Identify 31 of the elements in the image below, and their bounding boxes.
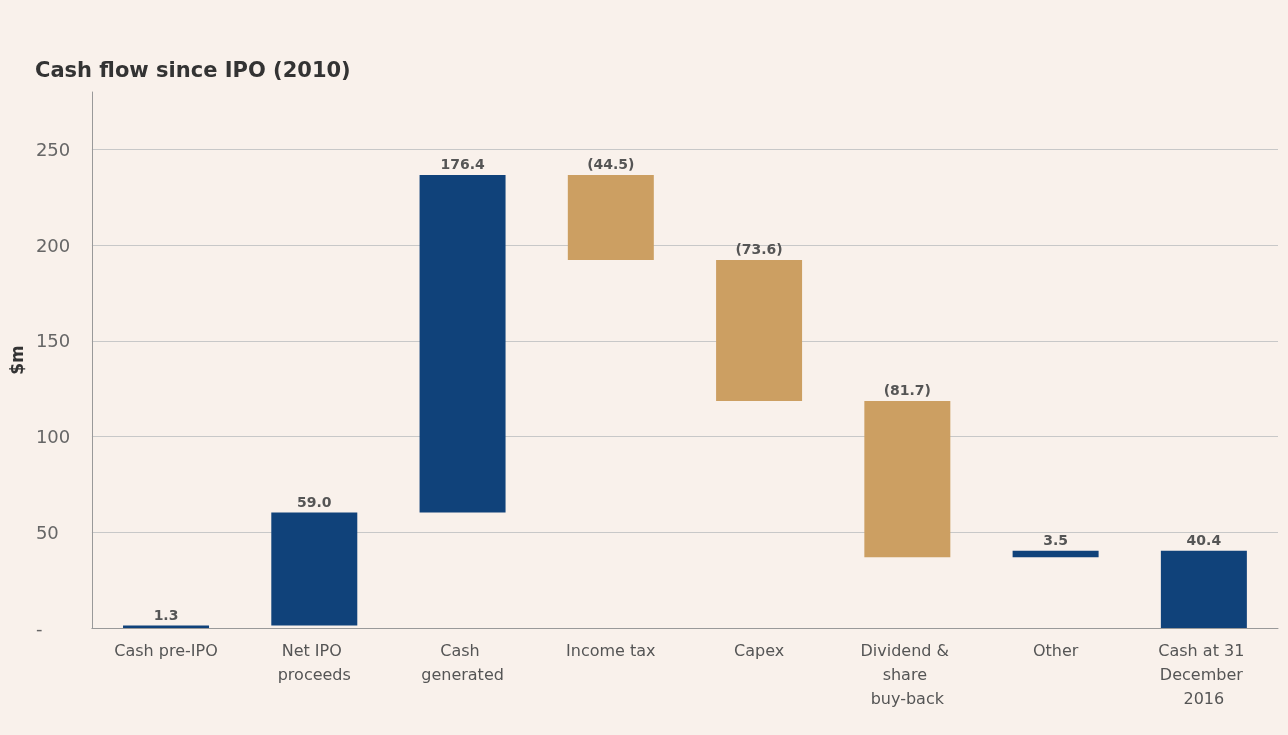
data-label: 3.5 (1043, 531, 1069, 548)
data-label: 59.0 (297, 493, 332, 510)
x-tick-label: Net IPO proceeds (277, 640, 351, 684)
bar (1012, 550, 1099, 558)
data-label: 1.3 (153, 606, 179, 623)
y-axis-title: $m (6, 345, 27, 375)
bar (864, 400, 951, 558)
y-tick-label: 50 (35, 521, 59, 543)
bar (419, 174, 506, 513)
bar (271, 512, 358, 626)
x-tick-label: Other (1032, 640, 1079, 660)
bar (1160, 550, 1247, 628)
data-label: 40.4 (1186, 531, 1222, 548)
y-tick-label: 100 (35, 426, 71, 448)
bar (716, 260, 803, 401)
x-tick-label: Capex (734, 640, 785, 660)
x-tick-label: Dividend & share buy-back (860, 640, 955, 708)
data-label: (44.5) (587, 155, 635, 172)
bar (567, 174, 654, 261)
y-tick-label: 250 (35, 138, 71, 160)
y-tick-label: 200 (35, 234, 71, 256)
data-label: (73.6) (735, 241, 783, 258)
data-label: 176.4 (440, 155, 485, 172)
x-tick-label: Cash pre-IPO (114, 640, 218, 660)
y-tick-label: 150 (35, 330, 71, 352)
x-tick-label: Income tax (566, 640, 656, 660)
y-tick-label: - (35, 617, 43, 639)
x-tick-label: Cash at 31 December 2016 (1158, 640, 1250, 708)
chart-title: Cash flow since IPO (2010) (35, 57, 351, 82)
x-tick-label: Cash generated (421, 640, 504, 684)
data-label: (81.7) (883, 381, 932, 398)
